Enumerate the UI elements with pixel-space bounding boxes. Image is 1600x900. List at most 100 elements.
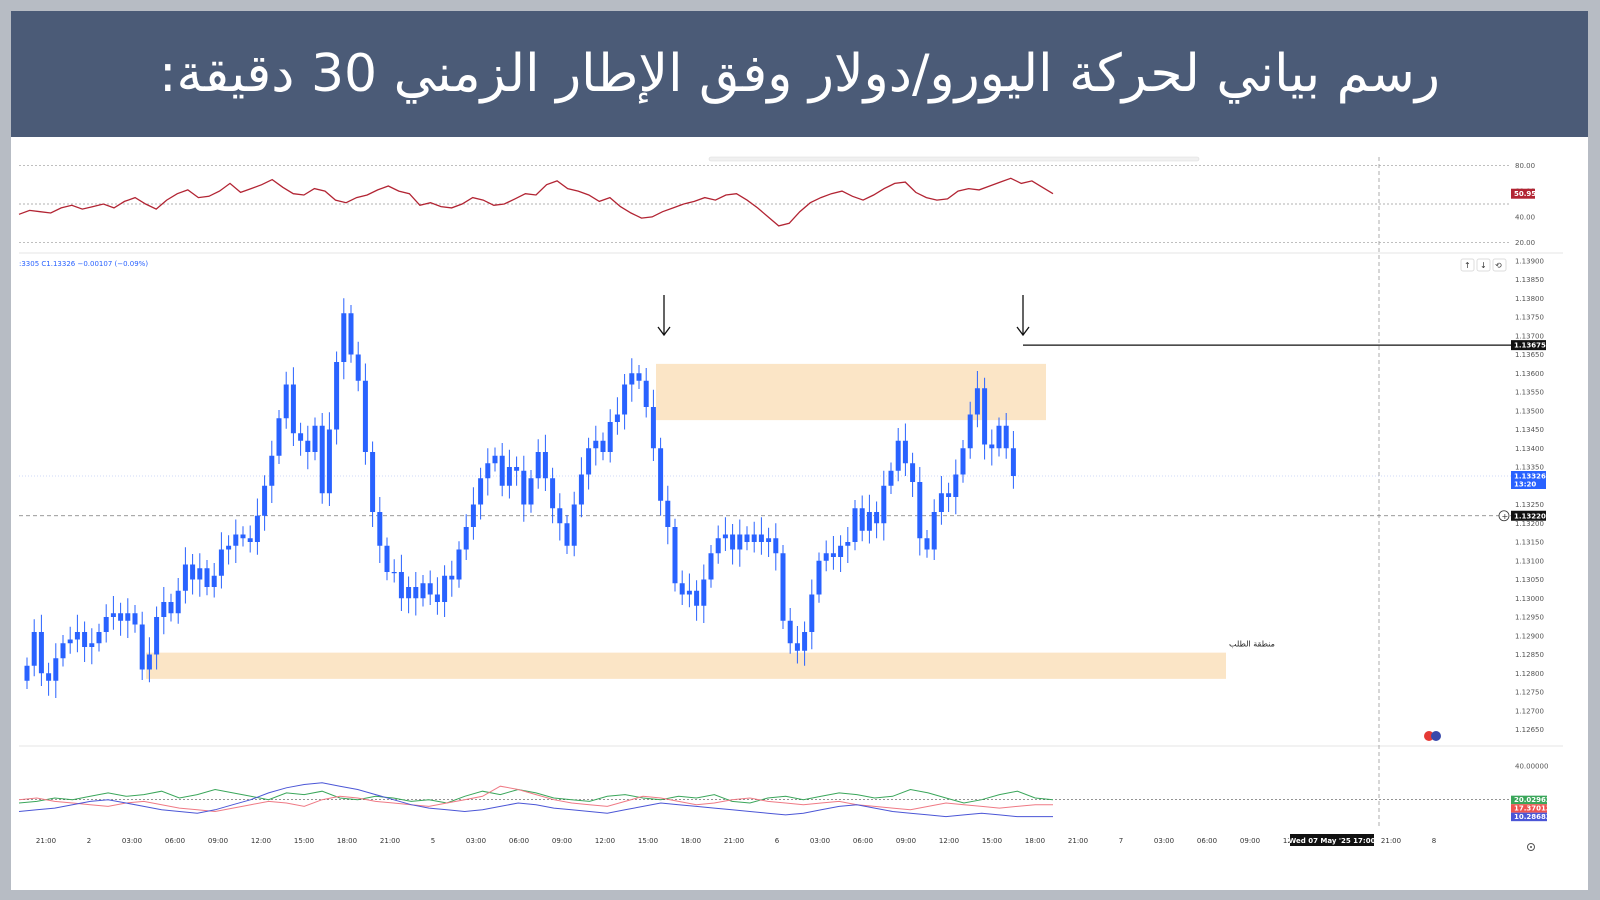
candle-body — [622, 384, 628, 415]
price-tick-label: 1.13850 — [1515, 276, 1544, 284]
candle-body — [298, 433, 304, 441]
candle-body — [190, 564, 196, 580]
candle — [773, 523, 779, 571]
candle-body — [874, 512, 880, 524]
add-alert-icon — [1498, 510, 1510, 522]
candle-body — [528, 478, 534, 505]
candle — [53, 643, 59, 698]
candle — [557, 493, 563, 541]
candle-body — [571, 504, 577, 546]
candle — [787, 608, 793, 654]
zones-layer: منطقة الطلب — [146, 363, 1275, 679]
candle-body — [478, 478, 484, 505]
dmi-value-label: 10.28683 — [1514, 813, 1551, 821]
candle — [362, 363, 368, 465]
candle — [269, 440, 275, 503]
candle-body — [787, 620, 793, 644]
rsi-last-label: 50.95 — [1514, 190, 1536, 198]
candle-body — [492, 455, 498, 464]
time-tick-label: 6 — [775, 837, 780, 845]
candle — [881, 470, 887, 541]
arrow-down-1-head — [657, 326, 671, 337]
price-lines — [19, 344, 1511, 517]
us-flag-icon — [1424, 731, 1441, 741]
candle — [355, 341, 361, 392]
candle-body — [139, 624, 145, 670]
candle — [542, 434, 548, 491]
candle-body — [391, 572, 397, 574]
candle — [766, 527, 772, 557]
candle-body — [737, 534, 743, 550]
candle — [737, 519, 743, 567]
time-tick-label: 12:00 — [251, 837, 271, 845]
arrow-down-2-head — [1016, 326, 1030, 337]
candle — [67, 626, 73, 654]
price-tick-label: 1.13450 — [1515, 426, 1544, 434]
price-tick-label: 1.12850 — [1515, 651, 1544, 659]
candle-body — [125, 613, 131, 621]
candle — [240, 526, 246, 547]
candle-body — [305, 440, 311, 452]
candle-body — [960, 448, 966, 475]
candle-body — [830, 553, 836, 557]
candle — [24, 657, 30, 689]
dmi-tick-label: 40.00000 — [1515, 762, 1548, 770]
candle-body — [744, 534, 750, 542]
candle-body — [456, 549, 462, 580]
candle — [319, 413, 325, 504]
candle-body — [46, 673, 52, 681]
candle-body — [542, 452, 548, 479]
settings-icon[interactable] — [1527, 843, 1535, 851]
price-tick-label: 1.12650 — [1515, 726, 1544, 734]
candle-body — [233, 534, 239, 546]
candle — [276, 410, 282, 464]
candle — [132, 605, 138, 633]
high-price-tag-text: 1.13675 — [1514, 342, 1546, 350]
reset-scale-button[interactable] — [1492, 258, 1507, 272]
candle — [420, 575, 426, 607]
time-tick-label: 06:00 — [1197, 837, 1217, 845]
candle-body — [780, 553, 786, 621]
candle-body — [118, 613, 124, 621]
candle-body — [31, 632, 37, 666]
rsi-tick-label: 20.00 — [1515, 239, 1535, 247]
last-price-tag-countdown: 13:20 — [1514, 481, 1536, 489]
price-tick-label: 1.13350 — [1515, 464, 1544, 472]
price-tick-label: 1.13500 — [1515, 407, 1544, 415]
time-tick-label: 7 — [1119, 837, 1123, 845]
candle-body — [686, 590, 692, 595]
candle — [650, 389, 656, 461]
candle-body — [629, 373, 635, 385]
price-tick-label: 1.13200 — [1515, 520, 1544, 528]
candle — [168, 593, 174, 622]
candle-body — [420, 583, 426, 599]
candle — [218, 532, 224, 589]
screenshot-frame: رسم بياني لحركة اليورو/دولار وفق الإطار … — [11, 11, 1588, 890]
dmi-value-tag — [1511, 795, 1547, 805]
scroll-down-button[interactable] — [1476, 258, 1491, 272]
candle — [593, 425, 599, 466]
candle — [578, 457, 584, 518]
candle — [917, 467, 923, 556]
price-tick-label: 1.13900 — [1515, 257, 1544, 265]
candle — [701, 564, 707, 623]
candle-body — [989, 444, 995, 449]
candle — [413, 572, 419, 616]
time-tick-label: 06:00 — [165, 837, 185, 845]
candle — [89, 628, 95, 665]
candle-body — [24, 665, 30, 681]
candle — [384, 537, 390, 581]
time-tick-label: 12:00 — [939, 837, 959, 845]
candle-body — [946, 493, 952, 497]
scroll-up-button[interactable] — [1460, 258, 1475, 272]
candle-body — [334, 362, 340, 430]
time-tick-label: 15:00 — [294, 837, 314, 845]
candle — [629, 358, 635, 402]
candle — [550, 467, 556, 524]
candle — [326, 412, 332, 506]
candle-body — [204, 568, 210, 587]
candle-body — [161, 602, 167, 617]
header-banner: رسم بياني لحركة اليورو/دولار وفق الإطار … — [11, 11, 1588, 137]
candle-body — [370, 452, 376, 512]
